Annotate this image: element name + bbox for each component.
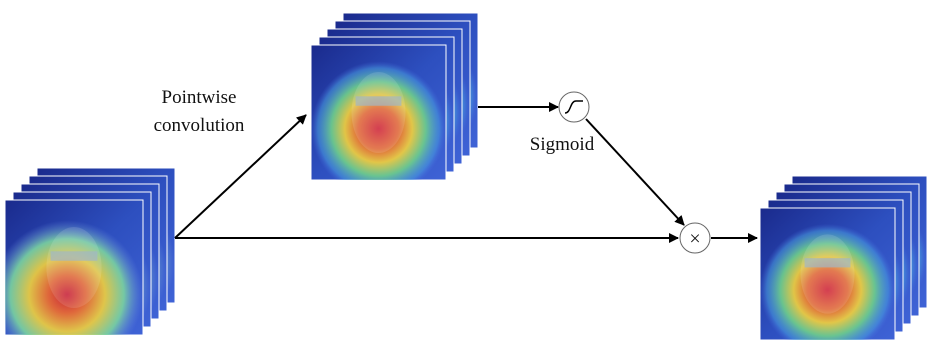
face: [46, 227, 101, 308]
face: [352, 72, 406, 153]
multiply-node: ×: [680, 223, 710, 253]
face: [801, 234, 855, 313]
diagram: × Pointwise convolution Sigmoid: [0, 0, 929, 342]
pointwise-label: convolution: [154, 115, 245, 136]
frame-stack: [311, 13, 478, 180]
eye-blur: [51, 251, 98, 260]
eye-blur: [356, 96, 402, 105]
feature-maps: [5, 13, 927, 340]
frame: [760, 208, 895, 340]
frame-stack: [760, 176, 927, 340]
sigmoid-node: [559, 92, 589, 122]
eye-blur: [805, 258, 851, 267]
multiply-symbol: ×: [689, 228, 700, 250]
frame: [311, 45, 446, 180]
frame-stack: [5, 168, 175, 335]
arrow: [586, 119, 684, 225]
frame: [5, 200, 143, 335]
sigmoid-circle: [559, 92, 589, 122]
page: {"nodes": {"pointwise_label": ["Pointwis…: [0, 0, 929, 342]
sigmoid-label: Sigmoid: [530, 134, 595, 155]
pointwise-label: Pointwise: [162, 87, 237, 108]
